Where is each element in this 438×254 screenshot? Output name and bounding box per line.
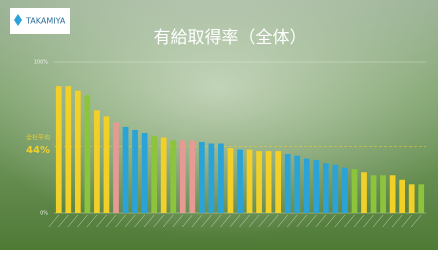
bar (304, 159, 310, 213)
bar (256, 151, 262, 213)
bar (380, 175, 386, 213)
bar (399, 180, 405, 213)
chart-title: 有給取得率（全体） (154, 28, 307, 48)
bar (323, 163, 329, 213)
average-title: 全社平均 (26, 134, 50, 142)
bar (85, 95, 91, 213)
bar (409, 184, 415, 213)
bar (189, 141, 195, 213)
bar (199, 142, 205, 213)
bar (180, 141, 186, 213)
bar (313, 160, 319, 213)
bar (170, 141, 176, 213)
bar (266, 151, 272, 213)
bar (371, 175, 377, 213)
bar (237, 150, 243, 213)
bar (104, 116, 110, 213)
y-tick-label: 0% (40, 211, 48, 217)
bar (209, 144, 215, 213)
bar (275, 151, 281, 213)
bar (333, 165, 339, 213)
bar (75, 91, 81, 213)
bar (247, 150, 253, 213)
bar (113, 122, 119, 213)
brand: TAKAMIYA (25, 17, 66, 26)
average-label: 44% (26, 145, 50, 156)
bar (132, 130, 138, 213)
bar (352, 169, 358, 213)
chart: TAKAMIYA 有給取得率（全体） 全社平均 44% 0% 100% (0, 0, 438, 250)
bar (218, 144, 224, 213)
bar (342, 168, 348, 213)
bar (123, 127, 129, 213)
bar (361, 172, 367, 213)
bar (56, 86, 62, 213)
bar (142, 133, 148, 213)
bar (228, 148, 234, 213)
bar (161, 138, 167, 214)
bar (294, 156, 300, 213)
bar (285, 154, 291, 213)
bar (65, 86, 71, 213)
bar (390, 175, 396, 213)
y-tick-label: 100% (34, 60, 49, 66)
bar (151, 136, 157, 213)
bar (418, 184, 424, 213)
bar (94, 110, 100, 213)
